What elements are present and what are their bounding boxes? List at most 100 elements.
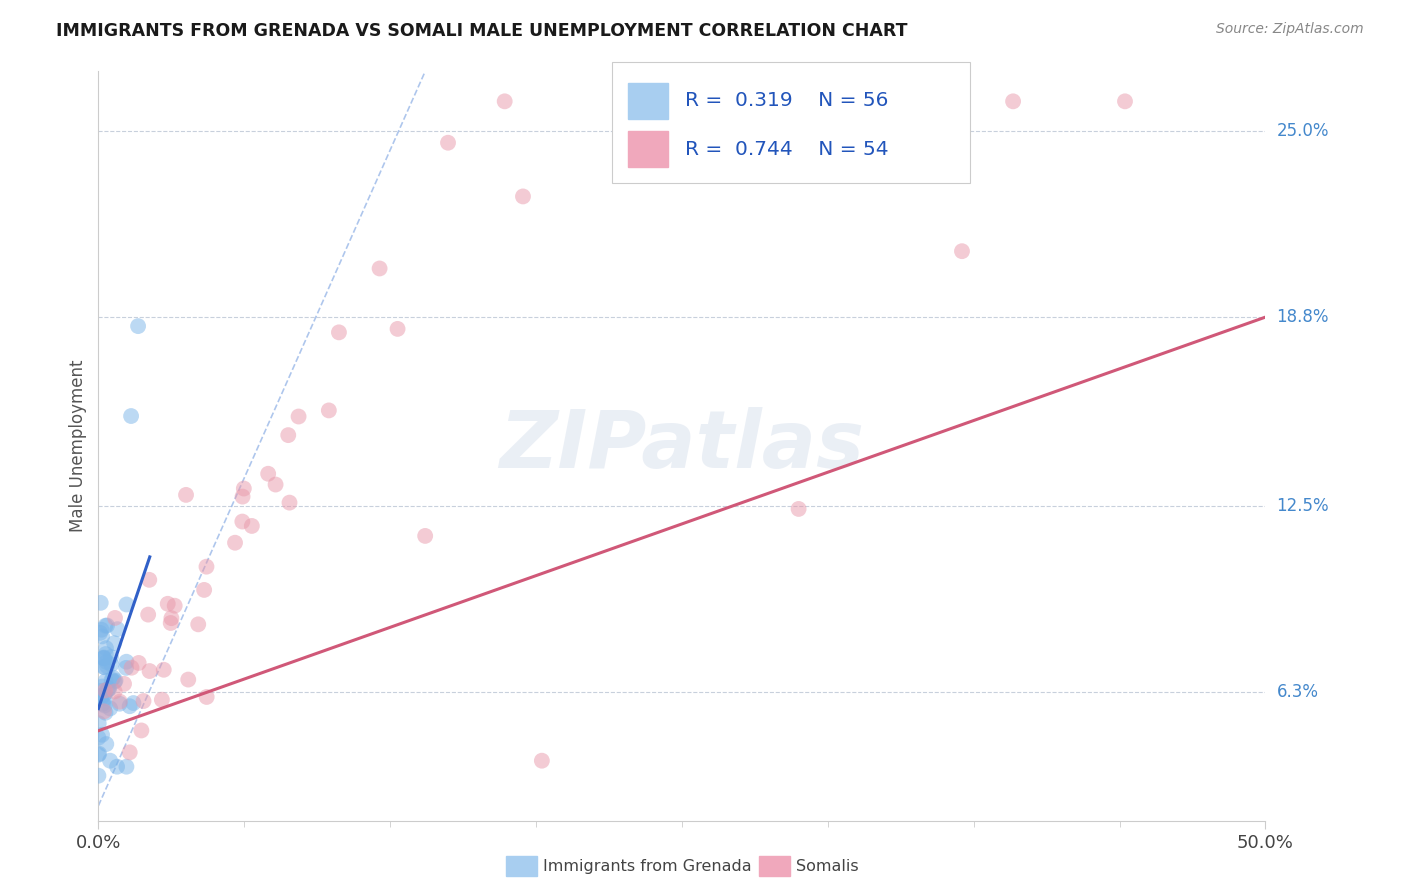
Point (620, 95, 643, 109)
Point (240, 519, 263, 533)
Point (104, 611, 127, 625)
Point (131, 723, 153, 738)
Point (842, 95, 865, 109)
Point (122, 696, 145, 710)
Point (87, 731, 110, 745)
Point (195, 559, 218, 574)
Point (93, 650, 115, 665)
Point (90, 596, 112, 610)
Text: 18.8%: 18.8% (1277, 308, 1329, 326)
Point (104, 674, 127, 689)
Point (136, 607, 159, 622)
Point (94, 686, 117, 700)
Text: IMMIGRANTS FROM GRENADA VS SOMALI MALE UNEMPLOYMENT CORRELATION CHART: IMMIGRANTS FROM GRENADA VS SOMALI MALE U… (56, 22, 908, 40)
Point (115, 661, 138, 675)
Point (91, 629, 114, 643)
Point (121, 661, 143, 675)
Point (132, 694, 155, 708)
Point (278, 495, 301, 509)
Point (187, 617, 209, 632)
Point (264, 477, 287, 491)
Point (127, 319, 149, 334)
Point (328, 326, 350, 340)
Point (174, 488, 197, 502)
Point (90, 690, 112, 705)
Point (120, 409, 142, 423)
Point (413, 529, 436, 543)
Point (494, 95, 516, 109)
Point (100, 673, 122, 687)
Text: R =  0.744    N = 54: R = 0.744 N = 54 (685, 140, 889, 159)
Point (87, 716, 110, 731)
Point (93, 688, 115, 702)
Point (94, 641, 117, 656)
Point (193, 582, 215, 597)
Point (98, 681, 121, 696)
Point (103, 671, 125, 685)
Point (152, 663, 174, 677)
Point (118, 745, 141, 759)
Point (387, 322, 409, 336)
Point (150, 692, 173, 706)
Point (128, 656, 150, 670)
Point (368, 261, 391, 276)
Point (160, 611, 183, 625)
Point (163, 599, 186, 613)
Point (89, 690, 111, 704)
Point (112, 677, 135, 691)
Point (224, 535, 246, 549)
Point (177, 673, 200, 687)
Y-axis label: Male Unemployment: Male Unemployment (69, 359, 87, 533)
Point (100, 650, 122, 665)
Text: 6.3%: 6.3% (1277, 682, 1319, 701)
Point (97, 682, 120, 697)
Point (138, 573, 160, 587)
Point (100, 657, 122, 672)
Point (94, 647, 117, 661)
Point (96, 659, 118, 673)
Point (950, 244, 973, 259)
Point (93, 651, 115, 665)
Point (89, 625, 111, 640)
Text: Immigrants from Grenada: Immigrants from Grenada (543, 859, 751, 873)
Point (94, 691, 117, 706)
Point (115, 655, 138, 669)
Point (107, 622, 129, 636)
Point (104, 684, 127, 698)
Point (105, 760, 128, 774)
Point (118, 699, 141, 714)
Point (512, 189, 534, 203)
Point (232, 490, 254, 504)
Point (94, 674, 117, 689)
Point (91, 680, 114, 694)
Text: Somalis: Somalis (796, 859, 859, 873)
Point (156, 597, 179, 611)
Point (115, 598, 138, 612)
Point (96, 737, 118, 751)
Text: 12.5%: 12.5% (1277, 497, 1329, 515)
Point (93, 660, 115, 674)
Point (318, 403, 340, 417)
Point (195, 690, 218, 704)
Point (90, 623, 112, 637)
Point (90, 683, 112, 698)
Point (530, 754, 553, 768)
Point (1114, 95, 1136, 109)
Point (93, 704, 115, 718)
Point (93, 660, 115, 674)
Point (115, 760, 138, 774)
Point (94, 683, 117, 698)
Point (98, 701, 121, 715)
Point (277, 428, 299, 442)
Point (87, 769, 110, 783)
Point (104, 673, 127, 688)
Point (1002, 95, 1025, 109)
Point (108, 697, 131, 711)
Point (87, 747, 110, 762)
Point (231, 515, 253, 529)
Text: 25.0%: 25.0% (1277, 122, 1329, 140)
Point (437, 136, 460, 150)
Point (89, 747, 111, 761)
Point (93, 698, 115, 713)
Point (257, 467, 280, 481)
